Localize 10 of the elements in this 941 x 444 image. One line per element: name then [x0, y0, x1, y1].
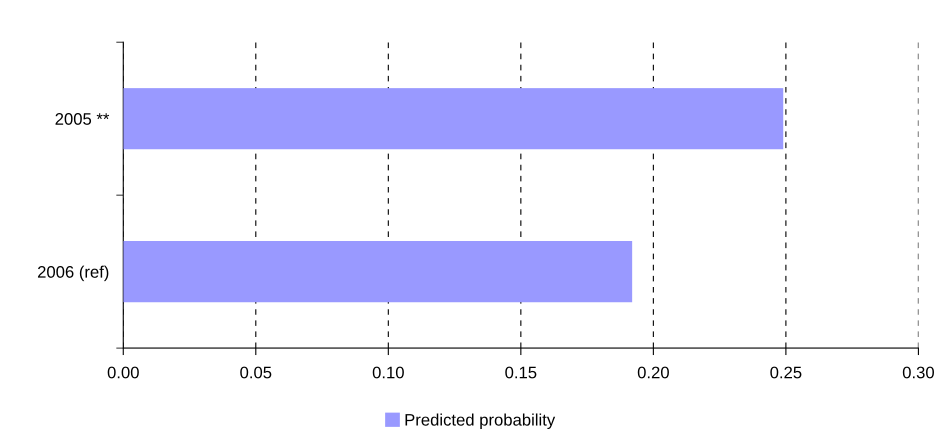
x-tick-label: 0.20	[638, 366, 669, 378]
x-tick-label: 0.15	[505, 366, 536, 378]
x-tick-label: 0.25	[770, 366, 802, 378]
x-tick-label: 0.30	[902, 366, 934, 378]
x-tick-label: 0.00	[108, 366, 139, 378]
legend-label: Predicted probability	[406, 413, 556, 429]
y-tick-label: 2005 **	[56, 113, 110, 125]
y-tick-label: 2006 (ref)	[38, 266, 108, 282]
x-tick-label: 0.05	[240, 366, 272, 378]
x-tick-label: 0.10	[372, 366, 404, 378]
